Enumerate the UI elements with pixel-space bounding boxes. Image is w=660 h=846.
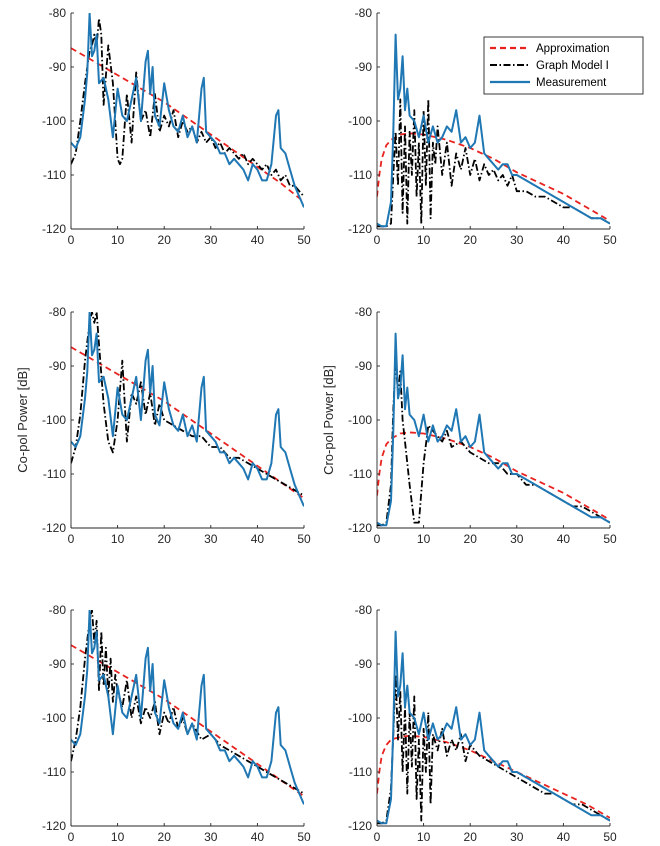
- y-tick-label: -90: [49, 657, 67, 671]
- x-tick-label: 50: [297, 830, 311, 844]
- legend-label-measurement: Measurement: [536, 77, 607, 89]
- x-tick-label: 20: [464, 830, 478, 844]
- y-tick-label: -120: [42, 819, 66, 833]
- x-tick-label: 40: [251, 532, 265, 546]
- legend-label-graph-model: Graph Model I: [536, 60, 609, 72]
- x-tick-label: 10: [111, 532, 125, 546]
- y-tick-label: -90: [49, 60, 67, 74]
- y-tick-label: -80: [49, 6, 67, 20]
- series-line-graph-model: [71, 17, 304, 198]
- x-tick-label: 10: [417, 532, 431, 546]
- y-tick-label: -120: [348, 521, 372, 535]
- x-tick-label: 30: [204, 830, 218, 844]
- y-tick-label: -100: [42, 114, 66, 128]
- x-tick-label: 50: [603, 830, 617, 844]
- x-tick-label: 40: [557, 532, 571, 546]
- x-tick-label: 30: [204, 233, 218, 247]
- y-tick-label: -80: [49, 603, 67, 617]
- x-tick-label: 30: [510, 233, 524, 247]
- series-line-graph-model: [377, 673, 610, 825]
- y-tick-label: -110: [349, 467, 372, 481]
- y-tick-label: -120: [42, 222, 66, 236]
- subplot-2-2: 0 10 20 30 40 50 -80 -90 -100 -110 -120 Cro-pol Pow…: [321, 305, 617, 546]
- series-line-approximation: [71, 644, 304, 798]
- y-tick-label: -110: [43, 765, 66, 779]
- y-tick-label: -100: [42, 413, 66, 427]
- subplot-2-1: 0 10 20 30 40 50 -80 -90 -100 -110 -120 Co-pol Powe…: [15, 305, 311, 546]
- x-tick-label: 30: [510, 532, 524, 546]
- y-tick-label: -100: [348, 711, 372, 725]
- y-tick-label: -100: [42, 711, 66, 725]
- legend-label-approximation: Approximation: [536, 43, 610, 55]
- plot-area: [71, 610, 304, 805]
- y-tick-label: -80: [355, 305, 373, 319]
- series-line-approximation: [71, 346, 304, 500]
- series-line-graph-model: [71, 312, 304, 497]
- series-line-measurement: [377, 33, 610, 228]
- y-tick-label: -90: [355, 657, 373, 671]
- y-tick-label: -120: [348, 819, 372, 833]
- y-tick-label: -80: [355, 6, 373, 20]
- y-axis-label: Cro-pol Power [dB]: [321, 365, 336, 475]
- x-tick-label: 20: [158, 532, 172, 546]
- x-tick-label: 40: [557, 830, 571, 844]
- x-tick-label: 0: [68, 830, 75, 844]
- x-tick-label: 0: [374, 532, 381, 546]
- x-tick-label: 20: [158, 830, 172, 844]
- y-tick-label: -110: [349, 765, 372, 779]
- y-tick-label: -120: [348, 222, 372, 236]
- subplot-3-1: 0 10 20 30 40 50 -80 -90 -100 -110 -120: [42, 603, 311, 844]
- y-tick-label: -120: [42, 521, 66, 535]
- subplot-1-2: 0 10 20 30 40 50 -80 -90 -100 -110 -120: [348, 6, 617, 247]
- y-tick-label: -100: [348, 413, 372, 427]
- x-tick-label: 50: [297, 532, 311, 546]
- x-tick-label: 20: [464, 233, 478, 247]
- series-line-measurement: [377, 630, 610, 825]
- x-tick-label: 30: [510, 830, 524, 844]
- x-tick-label: 20: [158, 233, 172, 247]
- y-tick-label: -100: [348, 114, 372, 128]
- plot-area: [377, 630, 610, 825]
- x-tick-label: 50: [603, 532, 617, 546]
- y-tick-label: -90: [49, 359, 67, 373]
- x-tick-label: 0: [68, 532, 75, 546]
- x-tick-label: 20: [464, 532, 478, 546]
- x-tick-label: 40: [251, 233, 265, 247]
- series-line-measurement: [377, 332, 610, 527]
- x-tick-label: 10: [417, 830, 431, 844]
- x-tick-label: 10: [111, 830, 125, 844]
- x-tick-label: 0: [374, 830, 381, 844]
- subplot-3-2: 0 10 20 30 40 50 -80 -90 -100 -110 -120: [348, 603, 617, 844]
- x-tick-label: 50: [603, 233, 617, 247]
- y-tick-label: -110: [43, 168, 66, 182]
- x-tick-label: 0: [68, 233, 75, 247]
- series-line-graph-model: [377, 98, 610, 228]
- x-tick-label: 0: [374, 233, 381, 247]
- y-axis-label: Co-pol Power [dB]: [15, 367, 30, 473]
- legend: Approximation Graph Model I Measurement: [483, 36, 644, 95]
- y-tick-label: -110: [349, 168, 372, 182]
- x-tick-label: 10: [417, 233, 431, 247]
- series-line-measurement: [71, 13, 304, 208]
- subplot-1-1: 0 10 20 30 40 50 -80 -90 -100 -110 -120: [42, 6, 311, 247]
- x-tick-label: 40: [557, 233, 571, 247]
- x-tick-label: 50: [297, 233, 311, 247]
- series-line-approximation: [71, 47, 304, 203]
- y-tick-label: -110: [43, 467, 66, 481]
- x-tick-label: 40: [251, 830, 265, 844]
- x-tick-label: 30: [204, 532, 218, 546]
- y-tick-label: -80: [355, 603, 373, 617]
- y-tick-label: -80: [49, 305, 67, 319]
- plot-area: [71, 312, 304, 507]
- x-tick-label: 10: [111, 233, 125, 247]
- series-line-measurement: [71, 610, 304, 805]
- plot-area: [377, 332, 610, 527]
- plot-area: [71, 13, 304, 208]
- series-line-measurement: [71, 312, 304, 507]
- y-tick-label: -90: [355, 359, 373, 373]
- y-tick-label: -90: [355, 60, 373, 74]
- plot-area: [377, 33, 610, 228]
